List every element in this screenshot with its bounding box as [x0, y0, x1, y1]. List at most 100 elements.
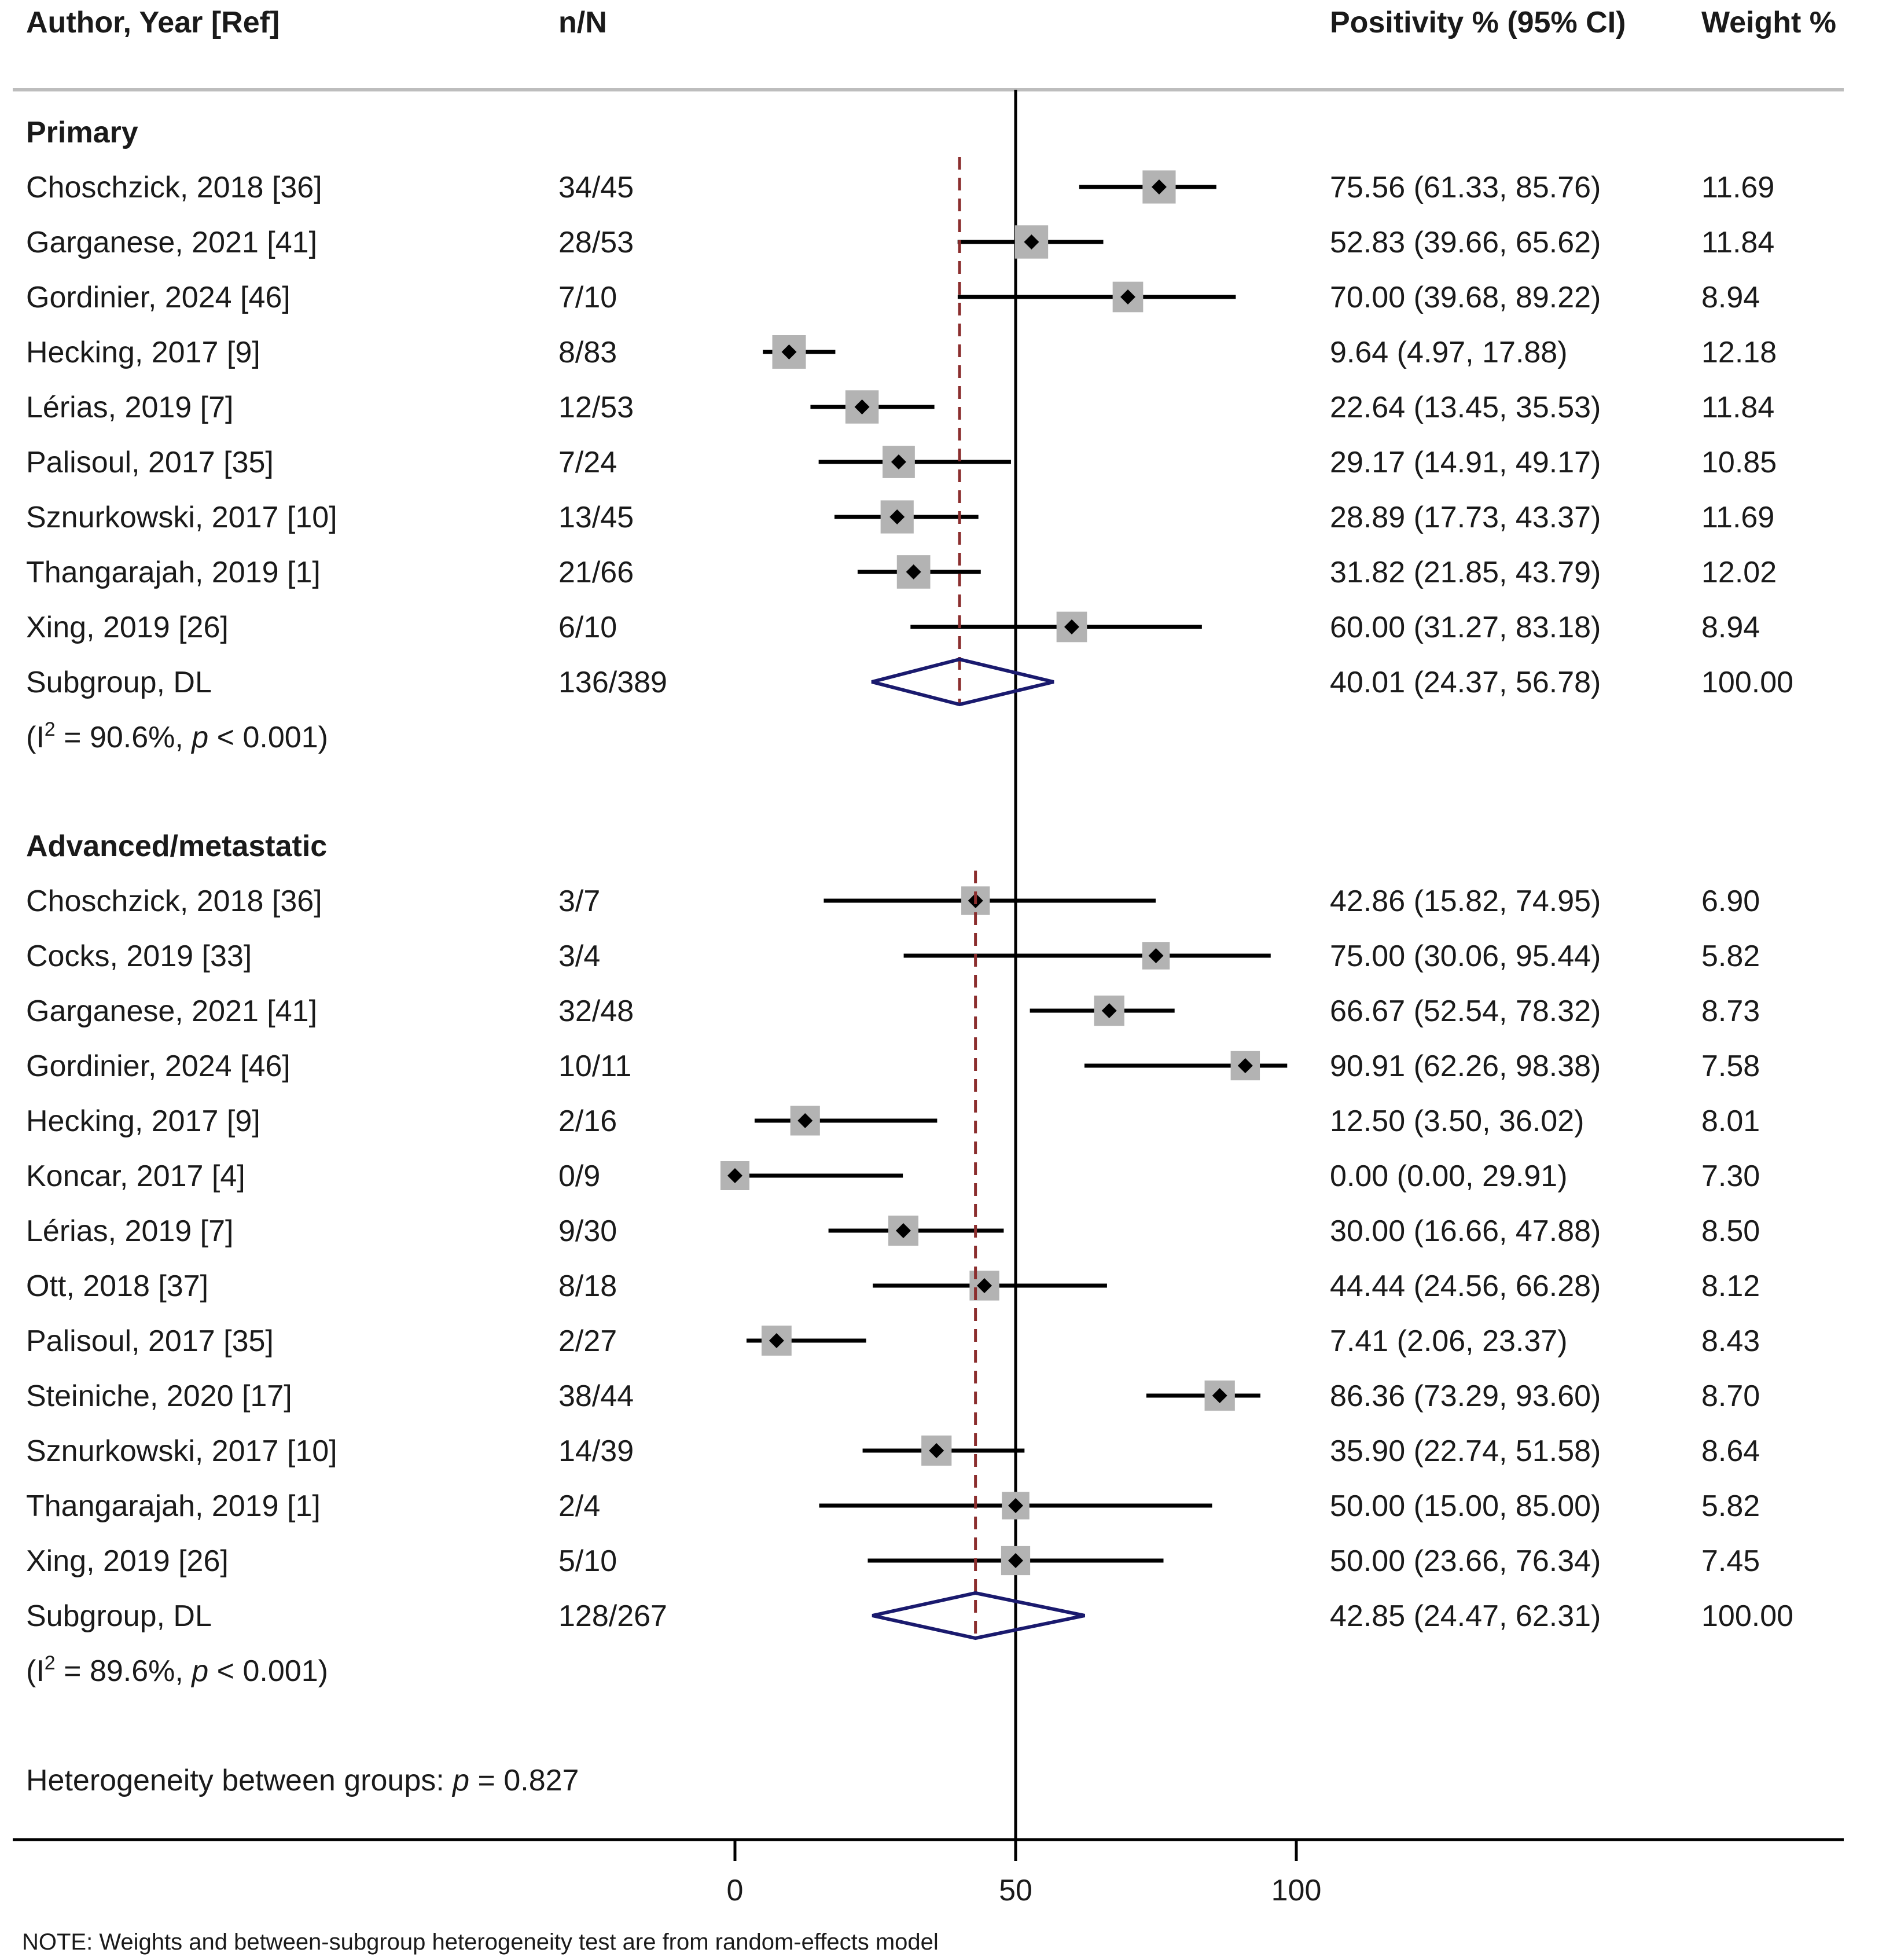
study-n-of-n: 10/11	[558, 1049, 631, 1083]
study-row: Sznurkowski, 2017 [10] 13/45 28.89 (17.73,…	[26, 500, 1774, 534]
study-weight-text: 8.94	[1701, 611, 1760, 644]
study-ci-text: 28.89 (17.73, 43.37)	[1330, 501, 1601, 534]
study-row: Hecking, 2017 [9] 8/83 9.64 (4.97, 17.88) 1…	[26, 335, 1777, 369]
study-ci-text: 75.56 (61.33, 85.76)	[1330, 171, 1601, 204]
study-ci-text: 50.00 (23.66, 76.34)	[1330, 1544, 1601, 1578]
study-n-of-n: 12/53	[558, 391, 634, 424]
study-weight-text: 11.84	[1701, 226, 1774, 259]
study-n-of-n: 8/18	[558, 1269, 617, 1303]
study-n-of-n: 7/10	[558, 281, 617, 314]
study-n-of-n: 21/66	[558, 556, 634, 589]
study-ci-text: 90.91 (62.26, 98.38)	[1330, 1049, 1601, 1083]
study-row: Palisoul, 2017 [35] 2/27 7.41 (2.06, 23.37…	[26, 1324, 1760, 1358]
pooled-label: Subgroup, DL	[26, 666, 212, 699]
study-ci-text: 12.50 (3.50, 36.02)	[1330, 1104, 1584, 1138]
study-weight-text: 11.84	[1701, 391, 1774, 424]
study-row: Gordinier, 2024 [46] 10/11 90.91 (62.26, 9…	[26, 1049, 1760, 1083]
header-weight: Weight %	[1701, 6, 1836, 39]
study-weight-text: 8.73	[1701, 994, 1760, 1028]
pooled-weight-text: 100.00	[1701, 1599, 1793, 1633]
study-point-estimate	[1064, 619, 1079, 634]
x-axis-tick-label: 50	[999, 1874, 1032, 1907]
study-weight-text: 7.30	[1701, 1159, 1760, 1193]
subgroup-pooled-row: Subgroup, DL 128/267 42.85 (24.47, 62.31) 1…	[26, 871, 1793, 1640]
study-row: Lérias, 2019 [7] 9/30 30.00 (16.66, 47.88)…	[26, 1214, 1760, 1248]
study-row: Steiniche, 2020 [17] 38/44 86.36 (73.29, 9…	[26, 1379, 1760, 1413]
study-n-of-n: 0/9	[558, 1159, 600, 1193]
study-ci-text: 70.00 (39.68, 89.22)	[1330, 281, 1601, 314]
subgroup-heterogeneity: (I2 = 90.6%, p < 0.001)	[26, 718, 328, 754]
study-label: Gordinier, 2024 [46]	[26, 281, 291, 314]
subgroup-pooled-row: Subgroup, DL 136/389 40.01 (24.37, 56.78) 1…	[26, 157, 1793, 707]
study-point-estimate	[797, 1113, 813, 1128]
study-weight-text: 11.69	[1701, 501, 1774, 534]
study-weight-text: 12.02	[1701, 556, 1777, 589]
study-n-of-n: 3/4	[558, 939, 600, 973]
study-label: Xing, 2019 [26]	[26, 611, 229, 644]
pooled-n-of-n: 136/389	[558, 666, 667, 699]
study-ci-text: 31.82 (21.85, 43.79)	[1330, 556, 1601, 589]
pooled-weight-text: 100.00	[1701, 666, 1793, 699]
study-label: Sznurkowski, 2017 [10]	[26, 501, 337, 534]
study-label: Lérias, 2019 [7]	[26, 1214, 233, 1248]
study-label: Choschzick, 2018 [36]	[26, 171, 322, 204]
study-weight-text: 8.94	[1701, 281, 1760, 314]
study-label: Hecking, 2017 [9]	[26, 336, 260, 369]
study-ci-text: 22.64 (13.45, 35.53)	[1330, 391, 1601, 424]
study-label: Xing, 2019 [26]	[26, 1544, 229, 1578]
study-row: Choschzick, 2018 [36] 34/45 75.56 (61.33, …	[26, 170, 1774, 204]
study-weight-text: 11.69	[1701, 171, 1774, 204]
study-label: Ott, 2018 [37]	[26, 1269, 208, 1303]
study-label: Steiniche, 2020 [17]	[26, 1379, 292, 1413]
study-n-of-n: 5/10	[558, 1544, 617, 1578]
study-point-estimate	[781, 344, 797, 359]
study-point-estimate	[1101, 1003, 1117, 1018]
study-label: Garganese, 2021 [41]	[26, 226, 317, 259]
study-row: Gordinier, 2024 [46] 7/10 70.00 (39.68, 89…	[26, 281, 1760, 314]
study-weight-text: 5.82	[1701, 1489, 1760, 1523]
study-label: Lérias, 2019 [7]	[26, 391, 233, 424]
study-weight-text: 7.45	[1701, 1544, 1760, 1578]
study-label: Gordinier, 2024 [46]	[26, 1049, 291, 1083]
study-point-estimate	[891, 454, 906, 469]
study-n-of-n: 9/30	[558, 1214, 617, 1248]
study-n-of-n: 2/16	[558, 1104, 617, 1138]
study-point-estimate	[1151, 179, 1167, 194]
study-weight-text: 7.58	[1701, 1049, 1760, 1083]
study-n-of-n: 38/44	[558, 1379, 634, 1413]
study-point-estimate	[889, 509, 905, 524]
study-row: Sznurkowski, 2017 [10] 14/39 35.90 (22.74,…	[26, 1434, 1760, 1468]
study-point-estimate	[854, 399, 870, 414]
study-n-of-n: 2/27	[558, 1324, 617, 1358]
subgroup-heterogeneity: (I2 = 89.6%, p < 0.001)	[26, 1652, 328, 1688]
header-positivity-ci: Positivity % (95% CI)	[1330, 6, 1626, 39]
study-row: Lérias, 2019 [7] 12/53 22.64 (13.45, 35.53…	[26, 390, 1774, 424]
study-label: Palisoul, 2017 [35]	[26, 446, 274, 479]
study-point-estimate	[1024, 234, 1039, 249]
subgroup-title: Primary	[26, 116, 138, 149]
study-row: Thangarajah, 2019 [1] 2/4 50.00 (15.00, 85…	[26, 1489, 1760, 1523]
pooled-diamond	[871, 657, 1054, 707]
study-point-estimate	[929, 1443, 944, 1458]
study-ci-text: 75.00 (30.06, 95.44)	[1330, 939, 1601, 973]
study-row: Palisoul, 2017 [35] 7/24 29.17 (14.91, 49.…	[26, 446, 1777, 479]
study-label: Thangarajah, 2019 [1]	[26, 1489, 321, 1523]
study-ci-text: 44.44 (24.56, 66.28)	[1330, 1269, 1601, 1303]
pooled-ci-text: 42.85 (24.47, 62.31)	[1330, 1599, 1601, 1633]
study-weight-text: 8.01	[1701, 1104, 1760, 1138]
study-ci-text: 66.67 (52.54, 78.32)	[1330, 994, 1601, 1028]
study-point-estimate	[1237, 1058, 1253, 1073]
study-weight-text: 8.12	[1701, 1269, 1760, 1303]
pooled-diamond	[872, 1591, 1086, 1640]
x-axis-tick-label: 0	[727, 1874, 744, 1907]
study-row: Garganese, 2021 [41] 28/53 52.83 (39.66, 6…	[26, 225, 1774, 259]
study-row: Ott, 2018 [37] 8/18 44.44 (24.56, 66.28) 8.…	[26, 1269, 1760, 1303]
study-label: Hecking, 2017 [9]	[26, 1104, 260, 1138]
study-point-estimate	[1120, 289, 1135, 304]
study-point-estimate	[1008, 1498, 1023, 1513]
study-ci-text: 30.00 (16.66, 47.88)	[1330, 1214, 1601, 1248]
study-ci-text: 29.17 (14.91, 49.17)	[1330, 446, 1601, 479]
header-n-of-n: n/N	[558, 6, 607, 39]
study-ci-text: 52.83 (39.66, 65.62)	[1330, 226, 1601, 259]
study-row: Xing, 2019 [26] 6/10 60.00 (31.27, 83.18) 8…	[26, 611, 1760, 644]
